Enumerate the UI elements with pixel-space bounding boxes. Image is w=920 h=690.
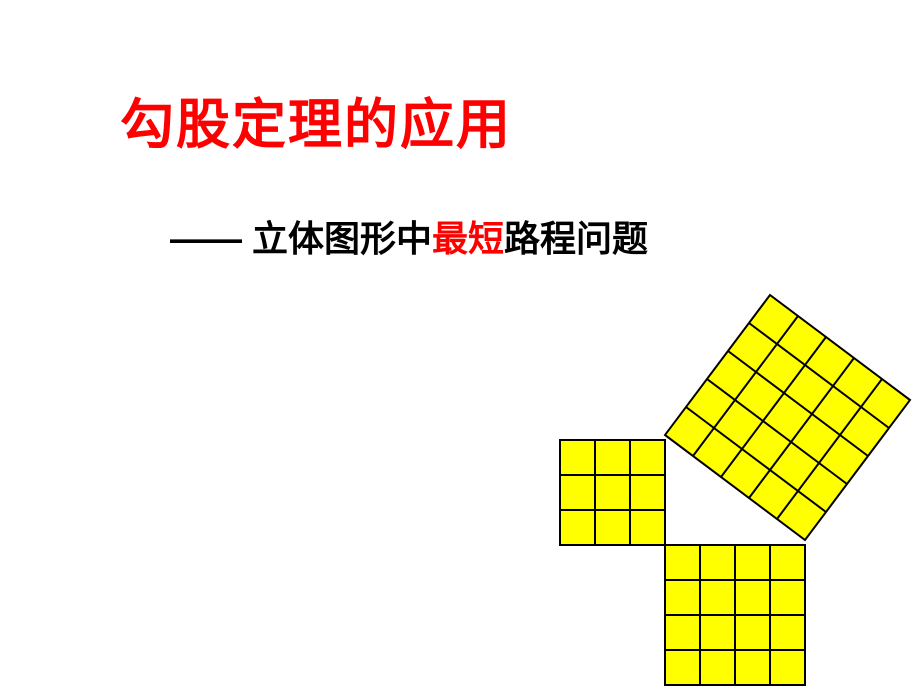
- square-b: [665, 545, 805, 685]
- subtitle-highlight: 最短: [432, 218, 504, 259]
- subtitle-prefix: —— 立体图形中: [170, 218, 432, 259]
- square-a: [560, 440, 665, 545]
- square-c: [665, 295, 910, 540]
- pythagorean-diagram: [470, 290, 920, 690]
- page-title: 勾股定理的应用: [120, 80, 512, 159]
- subtitle-suffix: 路程问题: [504, 218, 648, 259]
- page-subtitle: —— 立体图形中最短路程问题: [170, 210, 648, 262]
